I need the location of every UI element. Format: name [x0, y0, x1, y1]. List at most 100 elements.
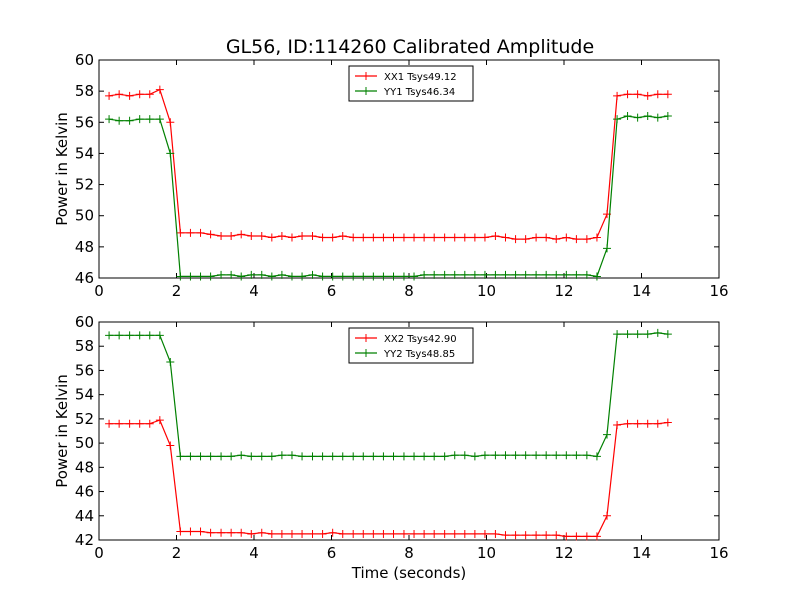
- y-tick-label: 48: [75, 238, 94, 256]
- data-point: [379, 233, 388, 242]
- data-point: [430, 452, 439, 461]
- data-point: [338, 231, 347, 240]
- x-tick-label: 14: [632, 282, 651, 300]
- data-point: [399, 452, 408, 461]
- data-point: [166, 441, 175, 450]
- data-point: [532, 270, 541, 279]
- y-tick-label: 54: [75, 386, 94, 404]
- data-point: [389, 233, 398, 242]
- y-tick-label: 60: [75, 313, 94, 331]
- data-point: [217, 528, 226, 537]
- data-point: [532, 451, 541, 460]
- data-point: [155, 416, 164, 425]
- data-point: [298, 529, 307, 538]
- data-point: [328, 233, 337, 242]
- data-point: [410, 272, 419, 281]
- x-tick-label: 2: [172, 544, 182, 562]
- data-point: [410, 529, 419, 538]
- data-point: [521, 235, 530, 244]
- data-point: [227, 528, 236, 537]
- data-point: [277, 270, 286, 279]
- data-point: [186, 527, 195, 536]
- x-tick-label: 12: [554, 544, 573, 562]
- data-point: [359, 272, 368, 281]
- data-point: [663, 330, 672, 339]
- legend-label: XX1 Tsys49.12: [384, 72, 457, 83]
- data-point: [399, 233, 408, 242]
- data-point: [287, 233, 296, 242]
- data-point: [287, 529, 296, 538]
- data-point: [217, 452, 226, 461]
- data-point: [115, 419, 124, 428]
- x-tick-label: 16: [709, 544, 728, 562]
- data-point: [420, 529, 429, 538]
- data-point: [217, 270, 226, 279]
- data-point: [247, 452, 256, 461]
- data-point: [247, 231, 256, 240]
- y-tick-label: 50: [75, 207, 94, 225]
- data-point: [125, 331, 134, 340]
- data-point: [227, 270, 236, 279]
- data-point: [277, 231, 286, 240]
- data-point: [592, 233, 601, 242]
- data-point: [643, 419, 652, 428]
- data-point: [287, 451, 296, 460]
- data-point: [521, 451, 530, 460]
- data-point: [592, 532, 601, 541]
- x-axis-label: Time (seconds): [351, 564, 467, 582]
- data-point: [653, 90, 662, 99]
- x-tick-label: 0: [94, 282, 104, 300]
- data-point: [572, 451, 581, 460]
- data-point: [430, 529, 439, 538]
- data-point: [501, 531, 510, 540]
- y-tick-label: 50: [75, 434, 94, 452]
- data-point: [511, 531, 520, 540]
- data-point: [277, 451, 286, 460]
- data-point: [155, 115, 164, 124]
- data-point: [257, 231, 266, 240]
- data-point: [125, 419, 134, 428]
- data-point: [633, 419, 642, 428]
- data-point: [166, 118, 175, 127]
- data-point: [237, 272, 246, 281]
- x-tick-label: 8: [404, 544, 414, 562]
- data-point: [206, 452, 215, 461]
- data-point: [318, 272, 327, 281]
- data-point: [257, 270, 266, 279]
- data-point: [308, 270, 317, 279]
- data-point: [521, 270, 530, 279]
- data-point: [227, 231, 236, 240]
- data-point: [196, 452, 205, 461]
- data-point: [176, 527, 185, 536]
- data-point: [532, 233, 541, 242]
- data-point: [298, 231, 307, 240]
- legend-label: YY2 Tsys48.85: [383, 349, 455, 360]
- data-point: [206, 230, 215, 239]
- data-point: [237, 451, 246, 460]
- data-point: [196, 527, 205, 536]
- data-point: [186, 272, 195, 281]
- legend-label: XX2 Tsys42.90: [384, 334, 457, 345]
- data-point: [440, 452, 449, 461]
- data-point: [247, 529, 256, 538]
- data-point: [542, 451, 551, 460]
- legend-marker: [362, 87, 370, 95]
- data-point: [450, 451, 459, 460]
- y-axis-label: Power in Kelvin: [53, 374, 71, 488]
- data-point: [603, 244, 612, 253]
- y-tick-label: 48: [75, 458, 94, 476]
- x-tick-label: 16: [709, 282, 728, 300]
- data-point: [470, 529, 479, 538]
- data-point: [552, 270, 561, 279]
- data-point: [359, 233, 368, 242]
- data-point: [349, 452, 358, 461]
- data-point: [389, 272, 398, 281]
- data-point: [552, 451, 561, 460]
- data-point: [440, 270, 449, 279]
- data-point: [287, 272, 296, 281]
- data-point: [420, 233, 429, 242]
- data-point: [511, 235, 520, 244]
- data-point: [552, 235, 561, 244]
